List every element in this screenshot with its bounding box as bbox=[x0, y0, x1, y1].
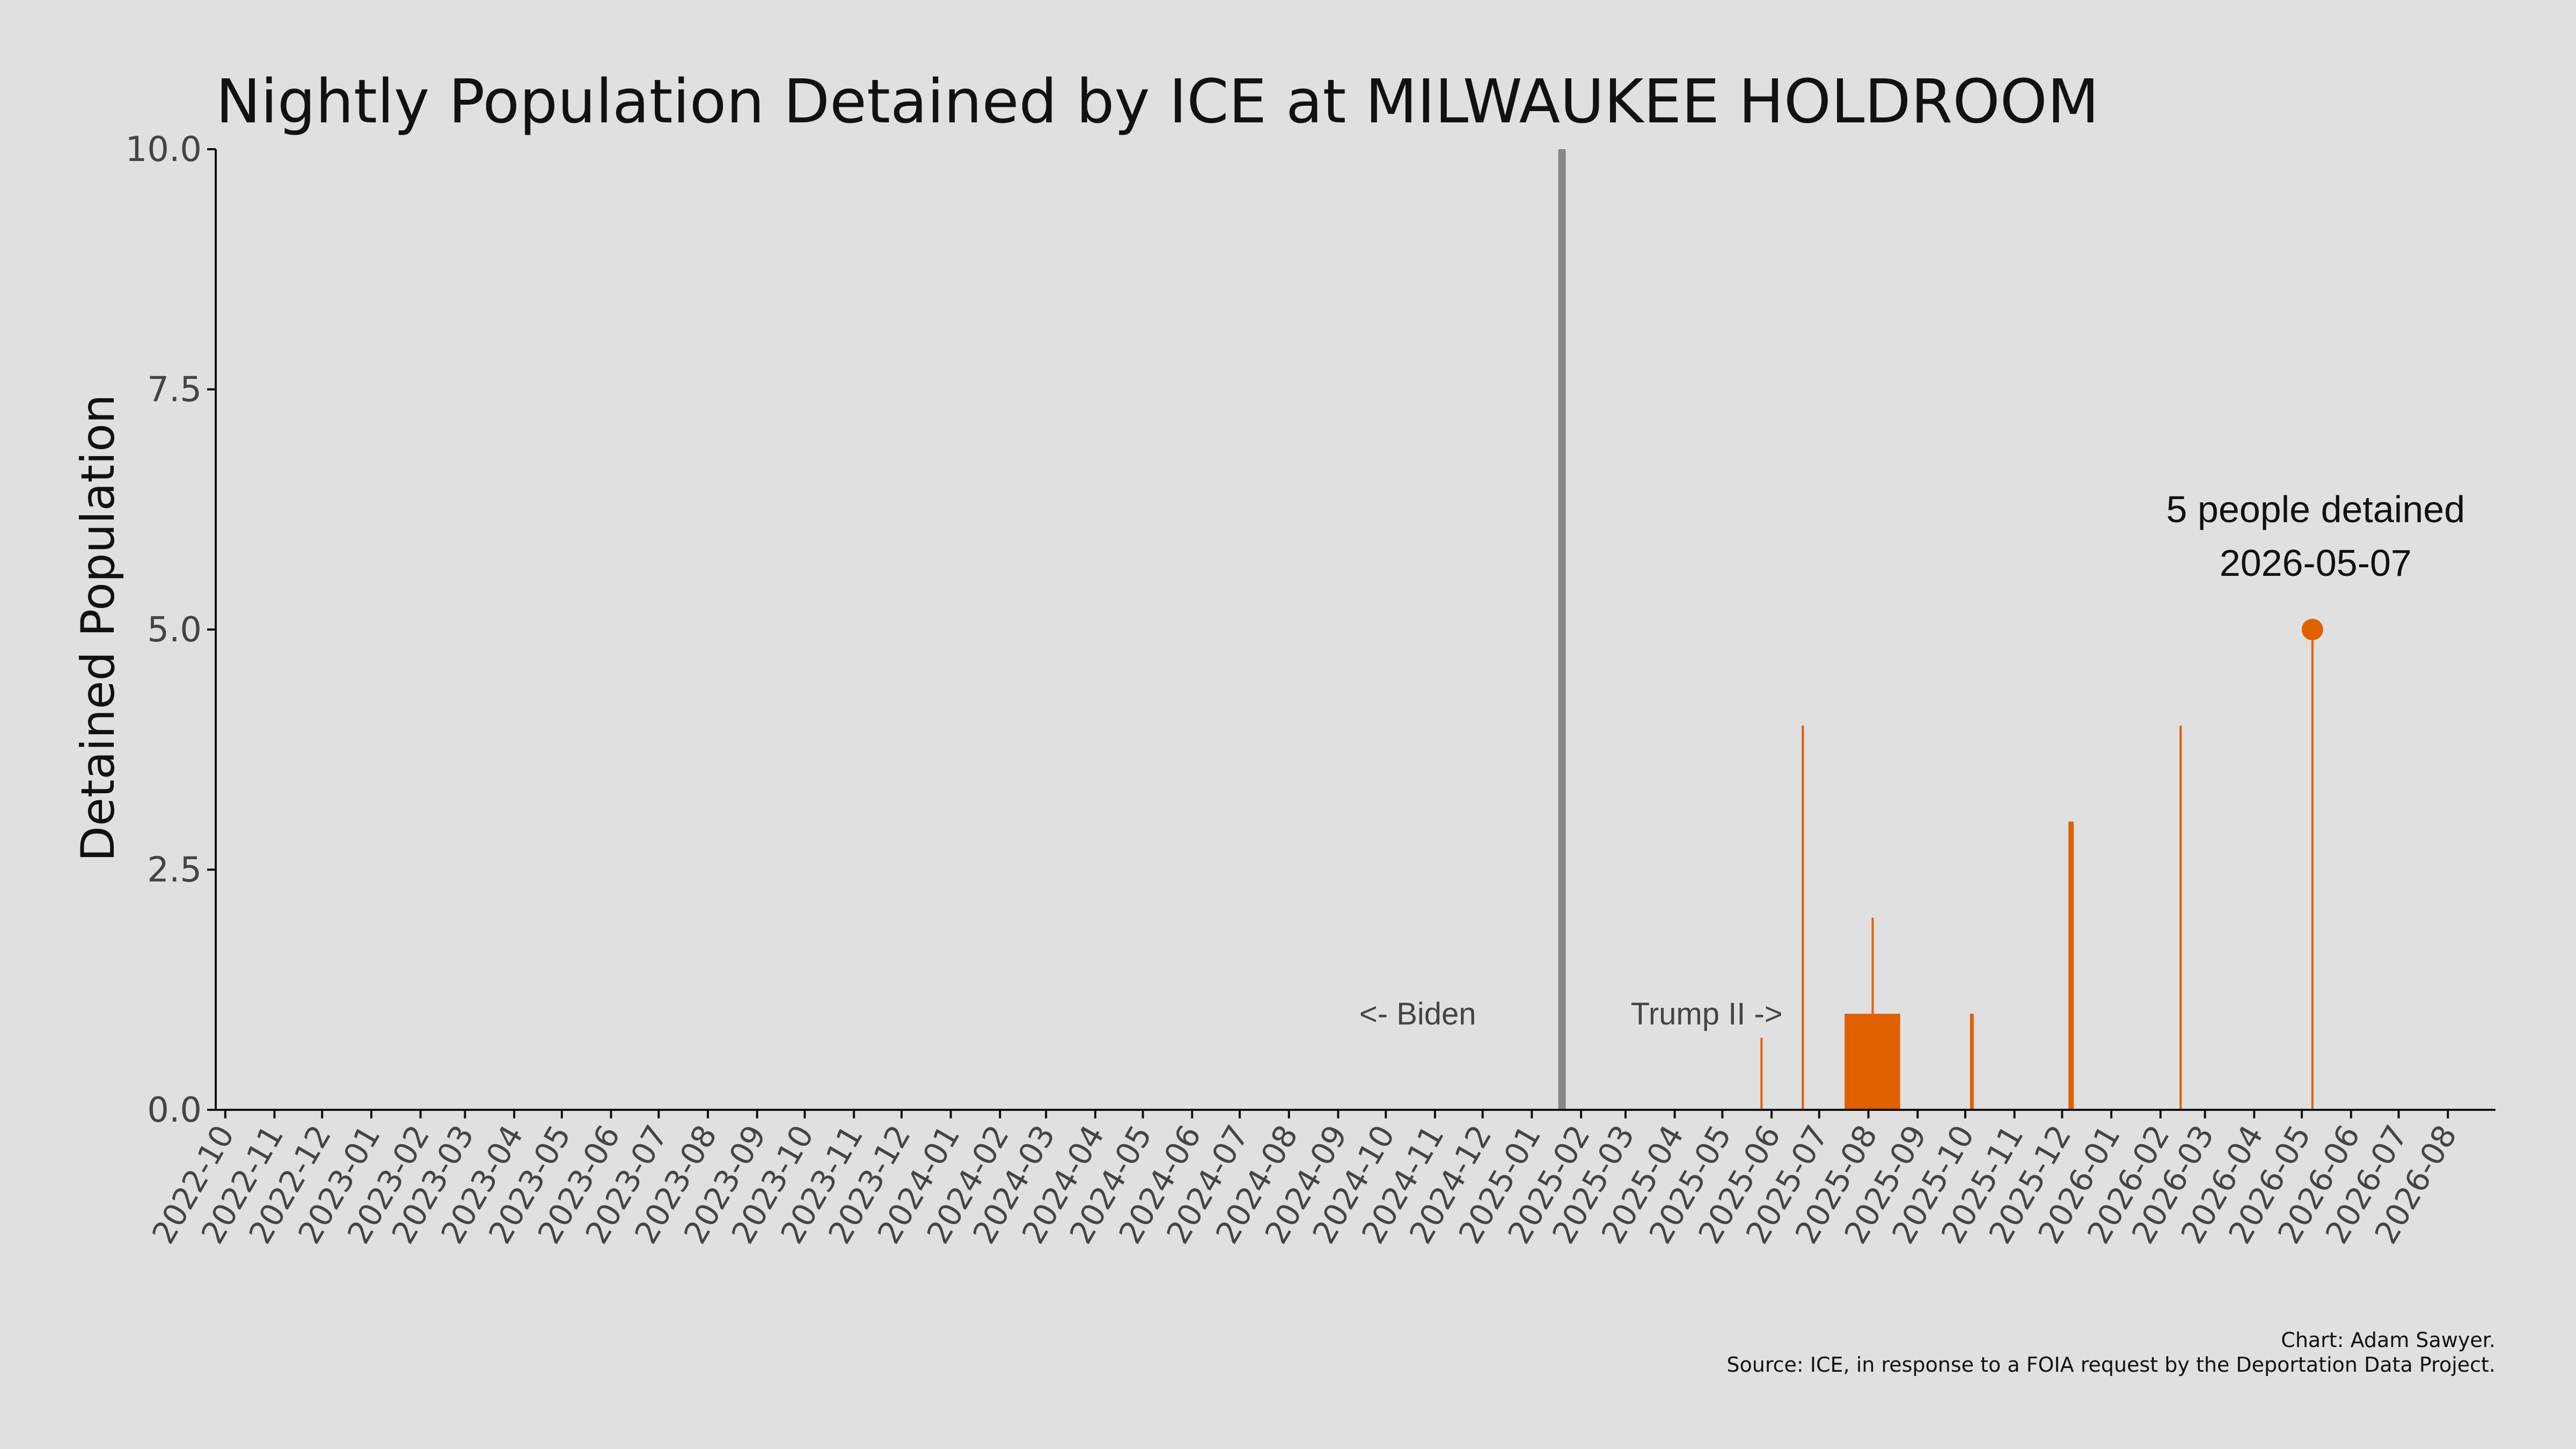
x-axis-ticks: 2022-102022-112022-122023-012023-022023-… bbox=[145, 1110, 2464, 1250]
y-axis-label: Detained Population bbox=[71, 394, 125, 862]
highlight-point bbox=[2301, 619, 2323, 640]
highlight-label-count: 5 people detained bbox=[2167, 488, 2465, 530]
y-tick-label: 7.5 bbox=[147, 370, 202, 410]
chart-source: Source: ICE, in response to a FOIA reque… bbox=[1726, 1353, 2496, 1377]
bars bbox=[1760, 630, 2314, 1110]
highlight-label-date: 2026-05-07 bbox=[2220, 542, 2412, 584]
bar bbox=[1802, 726, 1804, 1110]
bar bbox=[2179, 726, 2182, 1110]
bar bbox=[2070, 822, 2073, 1110]
era-label-biden: <- Biden bbox=[1359, 997, 1476, 1031]
bar bbox=[2311, 630, 2314, 1110]
bar bbox=[2072, 822, 2074, 1110]
y-tick-label: 10.0 bbox=[126, 130, 202, 170]
bar bbox=[1970, 1014, 1972, 1110]
bar bbox=[2068, 822, 2071, 1110]
y-tick-label: 0.0 bbox=[147, 1091, 202, 1130]
chart-title: Nightly Population Detained by ICE at MI… bbox=[216, 67, 2099, 137]
y-tick-label: 2.5 bbox=[147, 851, 202, 890]
y-tick-label: 5.0 bbox=[147, 610, 202, 650]
bar bbox=[1971, 1014, 1974, 1110]
bar bbox=[1760, 1037, 1763, 1110]
bar bbox=[1871, 918, 1874, 1110]
era-label-trump: Trump II -> bbox=[1631, 997, 1783, 1031]
y-axis-ticks: 0.0 2.5 5.0 7.5 10.0 bbox=[126, 130, 216, 1130]
chart-credit: Chart: Adam Sawyer. bbox=[2281, 1328, 2496, 1352]
